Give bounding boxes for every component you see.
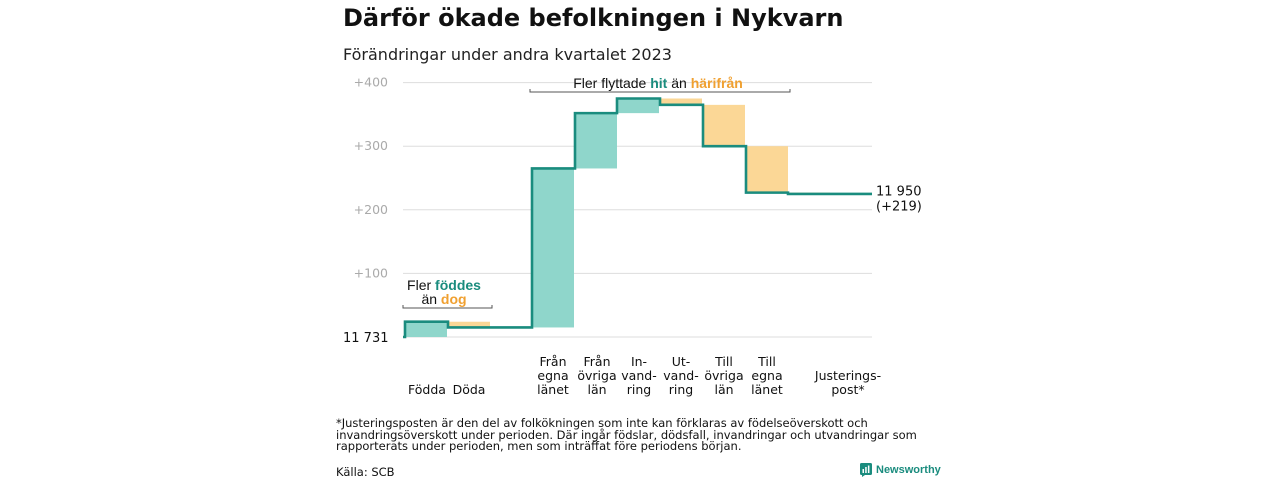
change-bar bbox=[532, 168, 574, 328]
annotation-text: än bbox=[667, 75, 690, 91]
chart-title: Därför ökade befolkningen i Nykvarn bbox=[343, 4, 844, 32]
end-change-label: (+219) bbox=[876, 200, 922, 215]
change-bars bbox=[405, 98, 830, 337]
annotation-text: än bbox=[421, 291, 440, 307]
category-label: Till bbox=[714, 354, 733, 369]
category-label: länet bbox=[751, 382, 783, 397]
category-label: länet bbox=[537, 382, 569, 397]
y-tick-label: +100 bbox=[354, 265, 388, 280]
category-label: län bbox=[714, 382, 733, 397]
category-label: In- bbox=[631, 354, 647, 369]
category-label: Ut- bbox=[672, 354, 691, 369]
y-tick-label: +300 bbox=[354, 138, 388, 153]
moved-annotation: Fler flyttade hit än härifrån bbox=[573, 75, 743, 91]
category-label: län bbox=[587, 382, 606, 397]
category-label: egna bbox=[751, 368, 782, 383]
born-annotation-line2: än dog bbox=[421, 291, 466, 307]
category-label: övriga bbox=[704, 368, 743, 383]
annotation-highlight-decrease: dog bbox=[441, 291, 467, 307]
category-label: Från bbox=[539, 354, 566, 369]
grid-lines bbox=[403, 82, 872, 338]
born-annotation-line1: Fler föddes bbox=[407, 277, 481, 293]
source-label: Källa: SCB bbox=[336, 465, 395, 479]
annotation-highlight-increase: föddes bbox=[435, 277, 481, 293]
newsworthy-icon bbox=[860, 463, 872, 477]
annotation-text: hit bbox=[650, 75, 667, 91]
change-bar bbox=[405, 321, 447, 337]
change-bar bbox=[617, 98, 659, 114]
category-label: vand- bbox=[621, 368, 656, 383]
born-annotation-bracket bbox=[402, 305, 493, 309]
category-label: Till bbox=[757, 354, 776, 369]
category-label: ring bbox=[627, 382, 651, 397]
cumulative-line bbox=[403, 97, 872, 339]
category-label: Från bbox=[583, 354, 610, 369]
category-label: ring bbox=[669, 382, 693, 397]
moved-annotation-bracket bbox=[529, 89, 791, 93]
start-value-label: 11 731 bbox=[343, 331, 389, 346]
cumulative-step-line bbox=[403, 97, 872, 339]
end-value-label: 11 950 bbox=[876, 185, 922, 200]
change-bar bbox=[448, 321, 490, 328]
chart-subtitle: Förändringar under andra kvartalet 2023 bbox=[343, 45, 672, 64]
category-label: vand- bbox=[663, 368, 698, 383]
category-label: post* bbox=[831, 382, 864, 397]
newsworthy-logo: Newsworthy bbox=[860, 463, 941, 477]
category-label: Döda bbox=[453, 382, 486, 397]
category-label: övriga bbox=[577, 368, 616, 383]
y-tick-label: +200 bbox=[354, 202, 388, 217]
annotation-text: Fler flyttade bbox=[573, 75, 650, 91]
change-bar bbox=[575, 113, 617, 169]
footnote: *Justeringsposten är den del av folkökni… bbox=[336, 416, 917, 453]
change-bar bbox=[703, 104, 745, 147]
y-tick-label: +400 bbox=[354, 75, 388, 90]
category-label: Födda bbox=[408, 382, 446, 397]
chart-labels: +100 +200 +300 +400 11 731 11 950(+219) Födda D… bbox=[343, 75, 922, 397]
annotation-text: härifrån bbox=[691, 75, 743, 91]
annotation-text: Fler bbox=[407, 277, 435, 293]
category-label: Justerings- bbox=[814, 368, 881, 383]
change-bar bbox=[660, 98, 702, 105]
change-bar bbox=[746, 146, 788, 193]
brand-name: Newsworthy bbox=[876, 464, 941, 476]
category-label: egna bbox=[537, 368, 568, 383]
waterfall-chart: +100 +200 +300 +400 11 731 11 950(+219) Födda D… bbox=[343, 75, 922, 397]
